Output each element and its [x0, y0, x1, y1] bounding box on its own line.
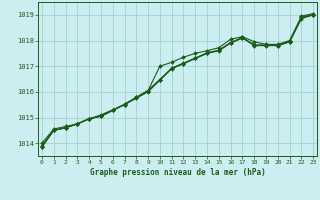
X-axis label: Graphe pression niveau de la mer (hPa): Graphe pression niveau de la mer (hPa): [90, 168, 266, 177]
